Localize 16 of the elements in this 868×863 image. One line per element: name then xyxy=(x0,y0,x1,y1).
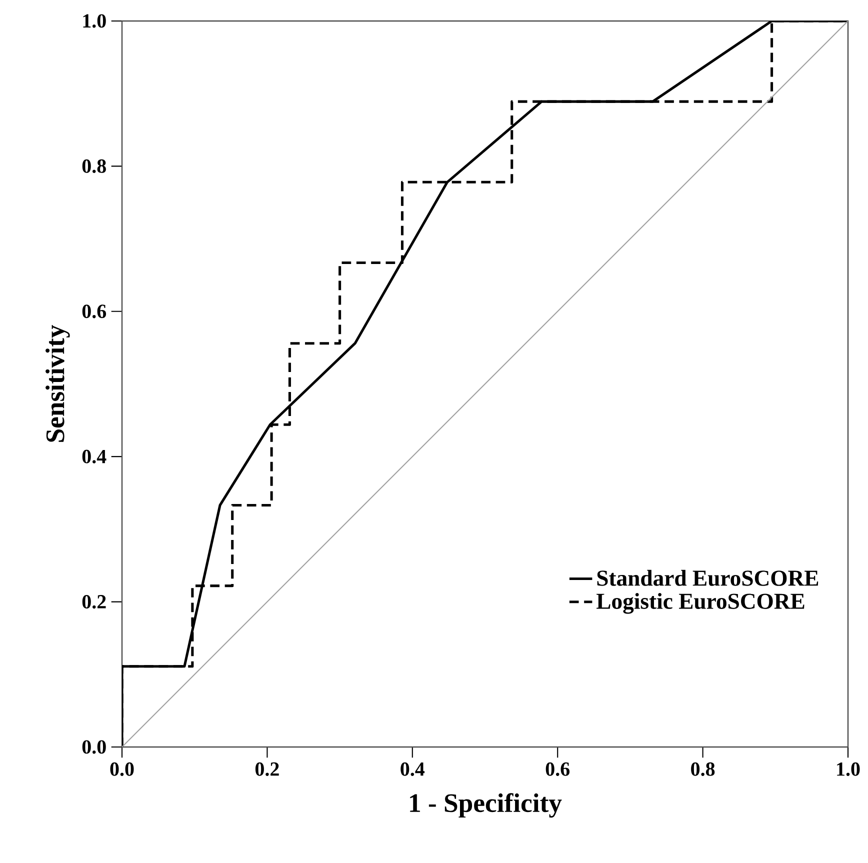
y-tick-label: 0.0 xyxy=(82,740,106,754)
y-tick-label: 0.2 xyxy=(82,594,106,609)
x-tick-label: 1.0 xyxy=(837,762,860,776)
y-axis-title: Sensitivity xyxy=(46,324,70,442)
x-tick-label: 0.4 xyxy=(400,762,425,776)
x-tick-label: 0.2 xyxy=(255,762,279,776)
y-tick-label: 0.8 xyxy=(82,159,106,173)
x-axis-title: 1 - Specificity xyxy=(410,793,562,818)
y-tick-label: 0.4 xyxy=(82,450,106,464)
x-tick-label: 0.8 xyxy=(691,762,715,776)
x-tick-label: 0.6 xyxy=(546,762,570,776)
x-tick-label: 0.0 xyxy=(110,762,134,776)
y-tick-label: 0.6 xyxy=(82,304,106,318)
legend-label: Logistic EuroSCORE xyxy=(596,592,804,614)
legend-label: Standard EuroSCORE xyxy=(597,570,818,586)
y-tick-label: 1.0 xyxy=(83,14,106,28)
